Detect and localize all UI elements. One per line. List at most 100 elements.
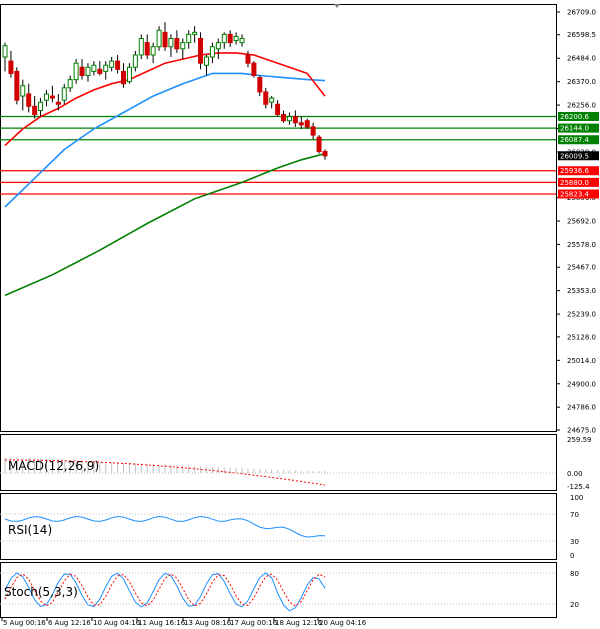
candle — [2, 42, 8, 72]
candle-body — [85, 66, 91, 77]
stoch-signal-line — [4, 573, 326, 607]
level-label: 26200.6 — [560, 113, 589, 121]
stoch-tick-80: 80 — [570, 570, 579, 578]
price-tick-label: 26484.0 — [567, 55, 596, 63]
candle-body — [322, 151, 328, 157]
candle — [115, 54, 121, 74]
candle — [281, 110, 287, 123]
candle — [192, 26, 198, 43]
candle — [263, 87, 269, 109]
candle — [132, 50, 138, 72]
price-tick-label: 24900.0 — [567, 380, 596, 388]
macd-tick-bottom: -125.4 — [567, 483, 590, 491]
candle-body — [156, 29, 162, 48]
time-tick-label: 18 Aug 12:16 — [275, 619, 323, 627]
price-tick-label: 26256.0 — [567, 102, 596, 110]
candle-body — [215, 42, 221, 50]
candle — [138, 34, 144, 60]
candle-body — [257, 77, 263, 93]
current-price-group: 26009.5 — [558, 151, 599, 161]
time-tick-label: 17 Aug 00:16 — [230, 619, 278, 627]
candle-body — [8, 60, 14, 74]
candle — [91, 61, 97, 76]
candle — [203, 54, 209, 76]
candle — [286, 112, 292, 125]
level-label-box — [558, 166, 599, 176]
candle — [209, 42, 215, 64]
macd-panel-frame — [0, 434, 557, 491]
price-tick-label: 25239.0 — [567, 311, 596, 319]
price-tick-label: 25128.0 — [567, 333, 596, 341]
price-tick-label: 24675.0 — [567, 427, 596, 435]
price-tick-label: 26709.0 — [567, 9, 596, 17]
candle-body — [49, 95, 55, 99]
candle — [239, 34, 245, 47]
candle-body — [180, 42, 186, 50]
candle — [49, 85, 55, 103]
candle — [14, 67, 20, 105]
candle — [79, 59, 85, 80]
candle — [168, 34, 174, 58]
candle — [251, 61, 257, 78]
candle-body — [186, 33, 192, 44]
candle-body — [239, 38, 245, 44]
candle-body — [286, 116, 292, 122]
candle-body — [43, 93, 49, 101]
candle-body — [126, 66, 132, 83]
price-tick-label: 25692.0 — [567, 218, 596, 226]
candle-body — [121, 70, 127, 85]
macd-signal-line — [5, 459, 326, 486]
candle — [257, 75, 263, 97]
stoch-label: Stoch(5,3,3) — [4, 585, 78, 599]
level-label-box — [558, 135, 599, 145]
price-tick-label: 25353.0 — [567, 287, 596, 295]
candle — [298, 116, 304, 129]
candle — [73, 59, 79, 84]
candle — [144, 34, 150, 60]
candle-body — [97, 68, 103, 74]
candle-body — [310, 126, 316, 136]
candle — [97, 61, 103, 76]
candle-body — [298, 122, 304, 126]
level-label-box — [558, 177, 599, 187]
rsi-label: RSI(14) — [8, 523, 52, 537]
candles-group — [2, 22, 328, 160]
stoch-tick-20: 20 — [570, 601, 579, 609]
rsi-panel-frame — [0, 493, 557, 560]
moving-averages — [4, 52, 326, 297]
candle — [221, 32, 227, 49]
candle — [227, 30, 233, 47]
time-tick-label: 10 Aug 04:16 — [93, 619, 141, 627]
time-tick-label: 6 Aug 12:16 — [48, 619, 91, 627]
candle-body — [150, 46, 156, 56]
scroll-marker-icon[interactable] — [334, 4, 340, 8]
time-tick-label: 13 Aug 08:16 — [184, 619, 232, 627]
level-label: 26144.0 — [560, 125, 589, 133]
price-tick-label: 26370.0 — [567, 78, 596, 86]
slow-ma-line — [4, 152, 326, 297]
macd-panel — [0, 457, 556, 486]
candle — [269, 96, 275, 109]
fast-ma-line — [4, 52, 326, 146]
candle-body — [73, 62, 79, 81]
candle-body — [233, 35, 239, 42]
candle — [198, 32, 204, 70]
candle-body — [132, 54, 138, 68]
candle-body — [55, 101, 61, 105]
current-price-label: 26009.5 — [560, 152, 589, 160]
candle-body — [263, 91, 269, 105]
candle-body — [20, 85, 26, 97]
candle-body — [209, 46, 215, 58]
time-tick-label: 20 Aug 04:16 — [319, 619, 367, 627]
candle-body — [198, 38, 204, 64]
time-tick-label: 11 Aug 16:16 — [138, 619, 186, 627]
level-label: 26087.4 — [560, 136, 589, 144]
level-label: 25880.0 — [560, 179, 589, 187]
candle — [43, 89, 49, 107]
level-label: 25823.4 — [560, 190, 589, 198]
rsi-tick-0: 0 — [570, 552, 574, 560]
levels-group: 26200.6 26144.0 26087.4 25936.6 25880.0 25823… — [0, 111, 599, 199]
candle-body — [109, 60, 115, 68]
candle-body — [2, 45, 8, 58]
candle-body — [138, 38, 144, 56]
